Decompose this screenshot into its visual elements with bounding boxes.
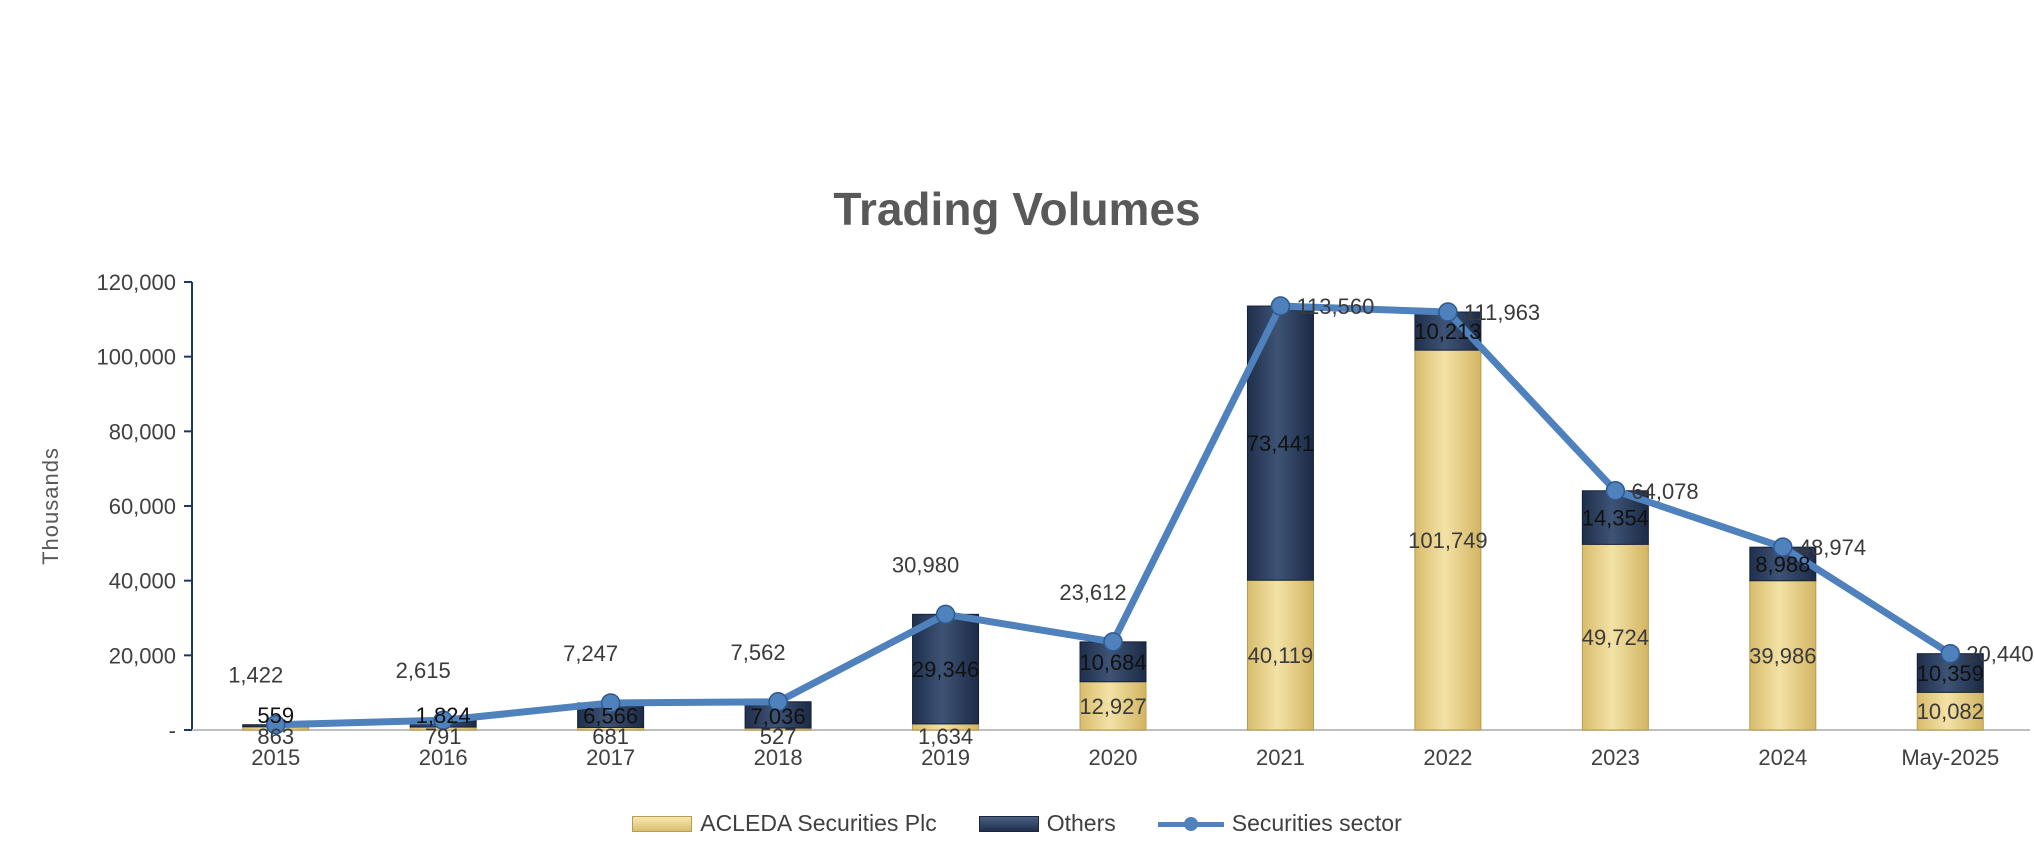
y-tick-label: - — [169, 718, 176, 743]
legend-swatch-acleda — [632, 815, 693, 832]
data-label-acleda: 12,927 — [1079, 694, 1146, 719]
data-label-others: 8,988 — [1755, 552, 1810, 577]
data-label-acleda: 791 — [425, 724, 462, 749]
x-tick-label: 2024 — [1758, 745, 1807, 770]
x-tick-label: 2020 — [1089, 745, 1138, 770]
legend-label-acleda: ACLEDA Securities Plc — [700, 810, 937, 836]
data-label-securities-sector: 20,440 — [1966, 642, 2033, 667]
data-label-acleda: 1,634 — [918, 724, 973, 749]
bar-acleda — [1581, 543, 1649, 731]
data-label-securities-sector: 30,980 — [892, 552, 959, 577]
y-tick-label: 100,000 — [96, 345, 176, 370]
data-label-others: 7,036 — [751, 704, 806, 729]
data-label-acleda: 681 — [592, 724, 629, 749]
data-label-others: 73,441 — [1247, 431, 1314, 456]
point-securities-sector — [1103, 632, 1123, 652]
point-securities-sector — [768, 692, 788, 712]
bar-acleda — [1246, 579, 1314, 731]
x-tick-label: 2019 — [921, 745, 970, 770]
data-label-others: 10,213 — [1414, 319, 1481, 344]
legend-item-acleda: ACLEDA Securities Plc — [632, 810, 937, 837]
point-securities-sector — [935, 604, 956, 625]
legend-item-others: Others — [978, 810, 1116, 837]
y-tick-label: 60,000 — [109, 494, 176, 519]
bar-acleda — [1414, 349, 1482, 731]
data-label-securities-sector: 7,247 — [563, 641, 618, 666]
point-securities-sector — [265, 714, 286, 735]
data-label-securities-sector: 23,612 — [1059, 580, 1126, 605]
bar-acleda — [1079, 681, 1147, 731]
data-label-securities-sector: 111,963 — [1464, 300, 1540, 325]
legend-swatch-others — [978, 815, 1039, 832]
point-securities-sector — [1940, 643, 1961, 664]
legend: ACLEDA Securities Plc Others Securities … — [0, 810, 2034, 837]
data-label-others: 10,684 — [1079, 650, 1146, 675]
legend-item-securities-sector: Securities sector — [1157, 810, 1402, 837]
legend-label-securities-sector: Securities sector — [1231, 810, 1402, 836]
data-label-securities-sector: 64,078 — [1631, 479, 1698, 504]
point-securities-sector — [600, 693, 621, 713]
x-tick-label: 2015 — [251, 745, 300, 770]
x-tick-label: 2023 — [1591, 745, 1640, 770]
bar-acleda — [1749, 580, 1817, 731]
data-label-acleda: 49,724 — [1582, 625, 1649, 650]
point-securities-sector — [1605, 481, 1626, 501]
data-label-acleda: 39,986 — [1749, 643, 1816, 668]
y-tick-label: 20,000 — [109, 643, 176, 668]
x-tick-label: 2017 — [586, 745, 635, 770]
data-label-others: 559 — [257, 703, 294, 728]
data-label-acleda: 527 — [760, 724, 797, 749]
data-label-securities-sector: 2,615 — [396, 658, 451, 683]
data-label-others: 14,354 — [1582, 506, 1649, 531]
y-axis-title: Thousands — [38, 447, 63, 565]
x-tick-label: 2022 — [1423, 745, 1472, 770]
data-label-others: 29,346 — [912, 657, 979, 682]
data-label-acleda: 10,082 — [1917, 699, 1984, 724]
legend-label-others: Others — [1046, 810, 1116, 836]
point-securities-sector — [1773, 537, 1793, 557]
x-tick-label: 2021 — [1256, 745, 1305, 770]
data-label-acleda: 863 — [257, 724, 294, 749]
bar-acleda — [1916, 691, 1984, 731]
x-tick-label: 2018 — [754, 745, 803, 770]
point-securities-sector — [1438, 302, 1458, 322]
data-label-acleda: 40,119 — [1248, 643, 1314, 668]
y-tick-label: 120,000 — [96, 270, 176, 295]
data-label-others: 1,824 — [416, 703, 471, 728]
data-label-others: 6,566 — [583, 703, 638, 728]
data-label-acleda: 101,749 — [1408, 528, 1488, 553]
y-tick-label: 80,000 — [109, 419, 176, 444]
data-label-securities-sector: 48,974 — [1799, 535, 1866, 560]
data-label-securities-sector: 7,562 — [731, 640, 786, 665]
x-tick-label: May-2025 — [1901, 745, 1999, 770]
data-label-securities-sector: 113,560 — [1296, 294, 1374, 319]
data-label-securities-sector: 1,422 — [228, 663, 283, 688]
bar-others — [912, 613, 980, 725]
chart-title: Trading Volumes — [833, 183, 1201, 235]
legend-swatch-securities-sector — [1157, 816, 1224, 831]
y-tick-label: 40,000 — [109, 569, 176, 594]
point-securities-sector — [1270, 296, 1291, 316]
data-label-others: 10,359 — [1917, 661, 1984, 686]
x-tick-label: 2016 — [419, 745, 468, 770]
point-securities-sector — [433, 710, 453, 730]
